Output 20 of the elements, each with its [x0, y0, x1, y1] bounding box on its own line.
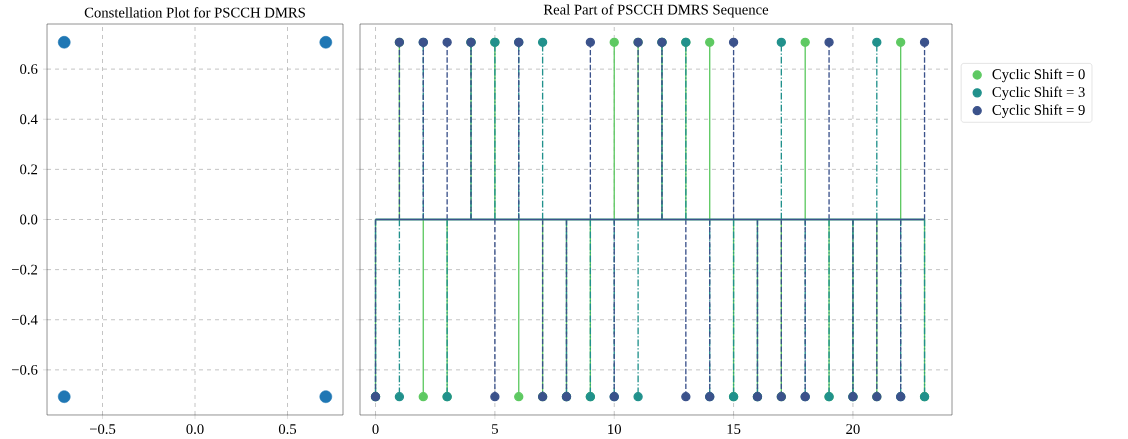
x-tick-label: −0.5 [89, 424, 116, 435]
x-tick-label: 15 [727, 424, 741, 434]
legend-label: Cyclic Shift = 9 [992, 104, 1085, 118]
y-tick-label: 0.6 [20, 64, 38, 75]
x-tick-label: 10 [608, 424, 622, 435]
y-tick-label: 0.2 [20, 164, 38, 175]
legend-label: Cyclic Shift = 3 [992, 86, 1085, 101]
y-tick-label: 0.0 [20, 214, 38, 225]
y-tick-label: −0.6 [11, 364, 38, 375]
x-tick-label: 0.5 [278, 424, 297, 435]
y-tick-label: −0.4 [11, 314, 38, 325]
y-tick-label: 0.4 [20, 114, 38, 125]
x-tick-label: 20 [846, 424, 860, 435]
chart-title: Real Part of PSCCH DMRS Sequence [543, 4, 769, 18]
legend-label: Cyclic Shift = 0 [992, 68, 1085, 83]
x-tick-label: 0 [372, 424, 379, 435]
x-tick-label: 5 [492, 424, 498, 434]
y-tick-label: −0.2 [11, 264, 38, 275]
chart-title: Constellation Plot for PSCCH DMRS [84, 7, 305, 18]
x-tick-label: 0.0 [186, 424, 204, 435]
